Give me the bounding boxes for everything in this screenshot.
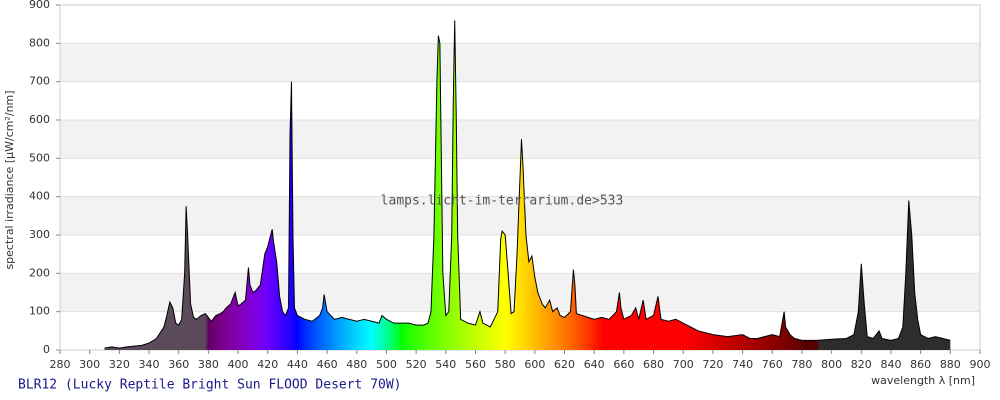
x-tick-label: 800 [821,358,842,371]
y-tick-label: 800 [29,36,50,49]
y-tick-label: 600 [29,113,50,126]
x-tick-label: 360 [168,358,189,371]
x-tick-label: 740 [732,358,753,371]
x-tick-label: 660 [613,358,634,371]
grid-band [60,120,980,159]
x-axis-label: wavelength λ [nm] [871,374,975,387]
x-tick-label: 900 [970,358,991,371]
grid-band [60,43,980,82]
x-tick-label: 480 [346,358,367,371]
x-tick-label: 500 [376,358,397,371]
y-tick-label: 700 [29,75,50,88]
x-tick-label: 440 [287,358,308,371]
x-tick-label: 700 [673,358,694,371]
x-tick-label: 280 [50,358,71,371]
x-tick-label: 720 [702,358,723,371]
x-tick-label: 640 [584,358,605,371]
y-tick-label: 0 [43,343,50,356]
x-tick-label: 760 [762,358,783,371]
y-tick-label: 900 [29,0,50,11]
spectrum-area [104,20,951,351]
x-tick-label: 540 [435,358,456,371]
y-axis-label: spectral irradiance [µW/cm²/nm] [3,90,16,269]
x-tick-label: 420 [257,358,278,371]
spectrum-line [104,20,951,349]
y-tick-label: 300 [29,228,50,241]
x-tick-label: 680 [643,358,664,371]
x-tick-label: 600 [524,358,545,371]
x-tick-label: 780 [791,358,812,371]
chart-title: BLR12 (Lucky Reptile Bright Sun FLOOD De… [18,378,402,393]
x-tick-label: 380 [198,358,219,371]
x-tick-label: 820 [851,358,872,371]
y-tick-label: 500 [29,151,50,164]
x-tick-label: 400 [228,358,249,371]
y-tick-label: 100 [29,305,50,318]
x-tick-label: 840 [880,358,901,371]
x-tick-label: 620 [554,358,575,371]
watermark: lamps.licht-im-terrarium.de>533 [381,194,624,209]
x-tick-label: 580 [495,358,516,371]
y-tick-label: 200 [29,266,50,279]
x-tick-label: 300 [79,358,100,371]
x-tick-label: 880 [940,358,961,371]
y-tick-label: 400 [29,190,50,203]
x-tick-label: 460 [317,358,338,371]
x-tick-label: 320 [109,358,130,371]
x-tick-label: 560 [465,358,486,371]
x-tick-label: 860 [910,358,931,371]
x-tick-label: 520 [406,358,427,371]
x-tick-label: 340 [139,358,160,371]
